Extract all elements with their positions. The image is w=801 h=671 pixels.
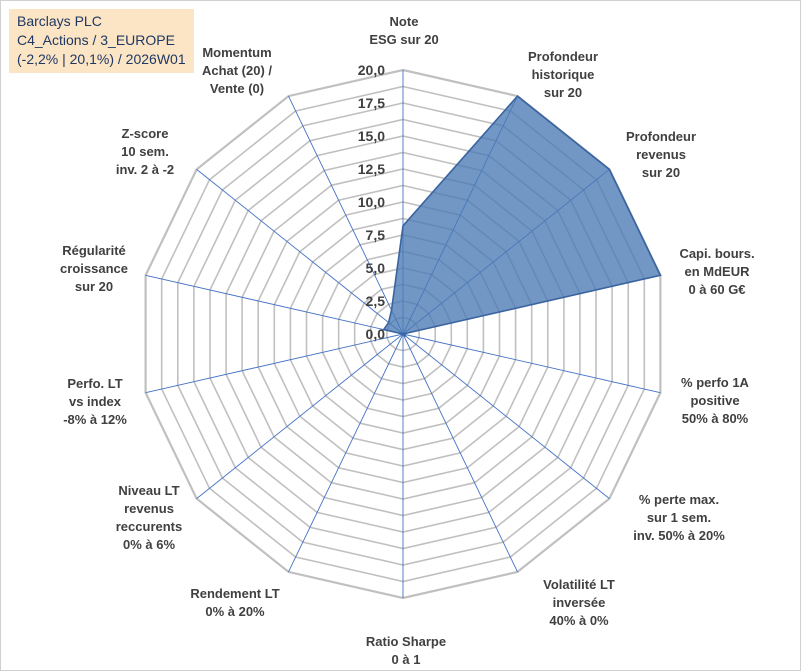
axis-spoke (145, 274, 404, 335)
tick-label: 20,0 (358, 62, 385, 78)
chart-title-stats: (-2,2% | 20,1%) / 2026W01 (17, 51, 186, 67)
tick-label: 17,5 (358, 95, 385, 111)
axis-spoke (402, 333, 610, 499)
axis-label: % perfo 1A positive 50% à 80% (681, 375, 750, 426)
tick-label: 12,5 (358, 161, 385, 177)
axis-label: Ratio Sharpe 0 à 1 (366, 634, 446, 667)
axis-label: Capi. bours. en MdEUR 0 à 60 G€ (679, 246, 754, 297)
axis-label: Perfo. LT vs index -8% à 12% (63, 376, 127, 427)
radar-tick-labels: 0,0 2,5 5,0 7,5 10,0 12,5 15,0 17,5 20,0 (358, 62, 385, 342)
axis-spoke (196, 333, 404, 499)
axis-label: Rendement LT 0% à 20% (190, 586, 279, 619)
axis-label: % perte max. sur 1 sem. inv. 50% à 20% (633, 492, 725, 543)
chart-title-box: Barclays PLC C4_Actions / 3_EUROPE (-2,2… (9, 9, 194, 73)
chart-title-company: Barclays PLC (17, 13, 102, 29)
axis-label: Profondeur historique sur 20 (528, 49, 598, 100)
axis-spoke (145, 333, 404, 394)
axis-spoke (402, 333, 518, 573)
axis-spoke (288, 333, 404, 573)
axis-label: Régularité croissance sur 20 (60, 243, 128, 294)
axis-label: Profondeur revenus sur 20 (626, 129, 696, 180)
tick-label: 10,0 (358, 194, 385, 210)
radar-axis-labels: Note ESG sur 20 Profondeur historique sur 20… (60, 14, 755, 667)
tick-label: 2,5 (366, 293, 386, 309)
axis-label: Volatilité LT inversée 40% à 0% (543, 577, 615, 628)
tick-label: 0,0 (366, 326, 386, 342)
axis-label: Momentum Achat (20) / Vente (0) (202, 45, 272, 96)
tick-label: 15,0 (358, 128, 385, 144)
axis-spoke (288, 95, 404, 335)
axis-label: Note ESG sur 20 (369, 14, 438, 47)
radar-series (382, 95, 662, 338)
axis-label: Niveau LT revenus reccurents 0% à 6% (116, 483, 182, 552)
tick-label: 5,0 (366, 260, 386, 276)
axis-label: Z-score 10 sem. inv. 2 à -2 (116, 126, 174, 177)
axis-spoke (402, 333, 661, 394)
chart-title-category: C4_Actions / 3_EUROPE (17, 32, 175, 48)
axis-spoke (196, 169, 404, 335)
tick-label: 7,5 (366, 227, 386, 243)
series-area (382, 95, 662, 338)
